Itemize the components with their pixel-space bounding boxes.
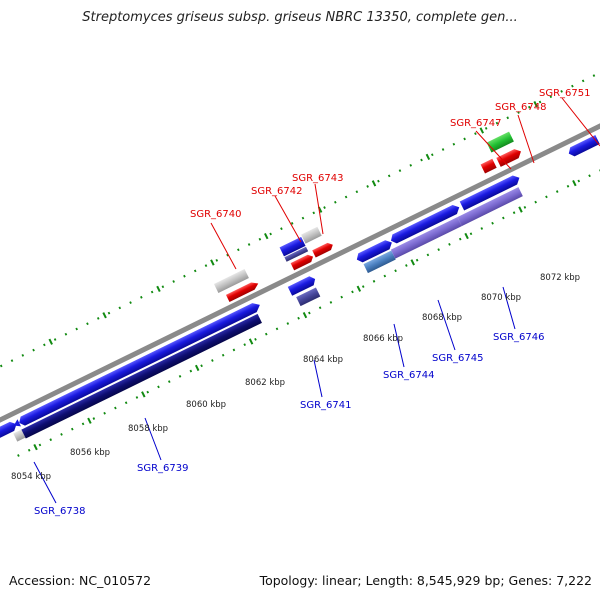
gene-label-sgr-6748[interactable]: SGR_6748 xyxy=(495,102,547,113)
feature-sgr-6742-blue[interactable] xyxy=(279,236,306,257)
track-group xyxy=(0,67,600,457)
scale-label: 8068 kbp xyxy=(422,313,462,323)
gene-label-sgr-6751[interactable]: SGR_6751 xyxy=(539,88,591,99)
upper-connectors xyxy=(210,97,600,270)
scale-label: 8058 kbp xyxy=(128,424,168,434)
feature-sgr-6744-blue[interactable] xyxy=(355,238,394,264)
upper-major-ticks xyxy=(48,100,538,345)
accession-text: Accession: NC_010572 xyxy=(9,573,152,588)
upper-tick-track xyxy=(0,67,600,378)
gene-label-sgr-6746[interactable]: SGR_6746 xyxy=(493,332,545,343)
gene-label-sgr-6747[interactable]: SGR_6747 xyxy=(450,118,502,129)
gene-label-sgr-6742[interactable]: SGR_6742 xyxy=(251,186,303,197)
feature-sgr-6748-red[interactable] xyxy=(496,147,523,167)
feature-right-edge-blue[interactable] xyxy=(567,135,600,158)
feature-small-blue[interactable] xyxy=(12,419,21,429)
feature-sgr-6747-red[interactable] xyxy=(480,158,497,174)
feature-sgr-6743-red[interactable] xyxy=(312,241,334,258)
feature-sgr-6740-red[interactable] xyxy=(225,280,260,303)
sequence-backbone xyxy=(0,100,600,432)
lower-major-ticks xyxy=(33,180,577,451)
scale-label: 8060 kbp xyxy=(186,400,226,410)
feature-sgr-6744-steel[interactable] xyxy=(363,250,396,274)
feature-sgr-6739-blue[interactable] xyxy=(17,300,262,427)
scale-label: 8056 kbp xyxy=(70,448,110,458)
scale-label: 8064 kbp xyxy=(303,355,343,365)
gene-label-sgr-6740[interactable]: SGR_6740 xyxy=(190,209,242,220)
gene-label-sgr-6741[interactable]: SGR_6741 xyxy=(300,400,352,411)
feature-sgr-6746-purple[interactable] xyxy=(457,187,523,227)
feature-sgr-6745-blue[interactable] xyxy=(389,203,462,245)
feature-sgr-6742-slate[interactable] xyxy=(284,246,309,262)
feature-sgr-6745-purple[interactable] xyxy=(390,217,462,259)
gene-label-sgr-6745[interactable]: SGR_6745 xyxy=(432,353,484,364)
gene-label-sgr-6744[interactable]: SGR_6744 xyxy=(383,370,435,381)
map-title: Streptomyces griseus subsp. griseus NBRC… xyxy=(82,10,518,25)
scale-label: 8062 kbp xyxy=(245,378,285,388)
gene-label-sgr-6743[interactable]: SGR_6743 xyxy=(292,173,344,184)
scale-label: 8066 kbp xyxy=(363,334,403,344)
feature-sgr-6741-blue[interactable] xyxy=(287,275,318,296)
feature-left-edge-blue[interactable] xyxy=(0,420,19,439)
gene-label-sgr-6739[interactable]: SGR_6739 xyxy=(137,463,189,474)
feature-left-grey-stub[interactable] xyxy=(13,429,26,442)
feature-sgr-6740-grey[interactable] xyxy=(213,269,249,293)
feature-sgr-6746-blue[interactable] xyxy=(459,173,522,211)
feature-sgr-6739-dark[interactable] xyxy=(21,313,262,439)
scale-label: 8070 kbp xyxy=(481,293,521,303)
feature-sgr-6742-red[interactable] xyxy=(290,253,315,271)
feature-sgr-6743-grey[interactable] xyxy=(301,226,322,244)
genome-stats-text: Topology: linear; Length: 8,545,929 bp; … xyxy=(259,573,592,588)
feature-sgr-6741-slate[interactable] xyxy=(296,287,321,307)
feature-sgr-6747-green[interactable] xyxy=(486,131,514,153)
scale-label: 8072 kbp xyxy=(540,273,580,283)
scale-label: 8054 kbp xyxy=(11,472,51,482)
lower-connectors xyxy=(33,286,516,504)
gene-label-sgr-6738[interactable]: SGR_6738 xyxy=(34,506,86,517)
